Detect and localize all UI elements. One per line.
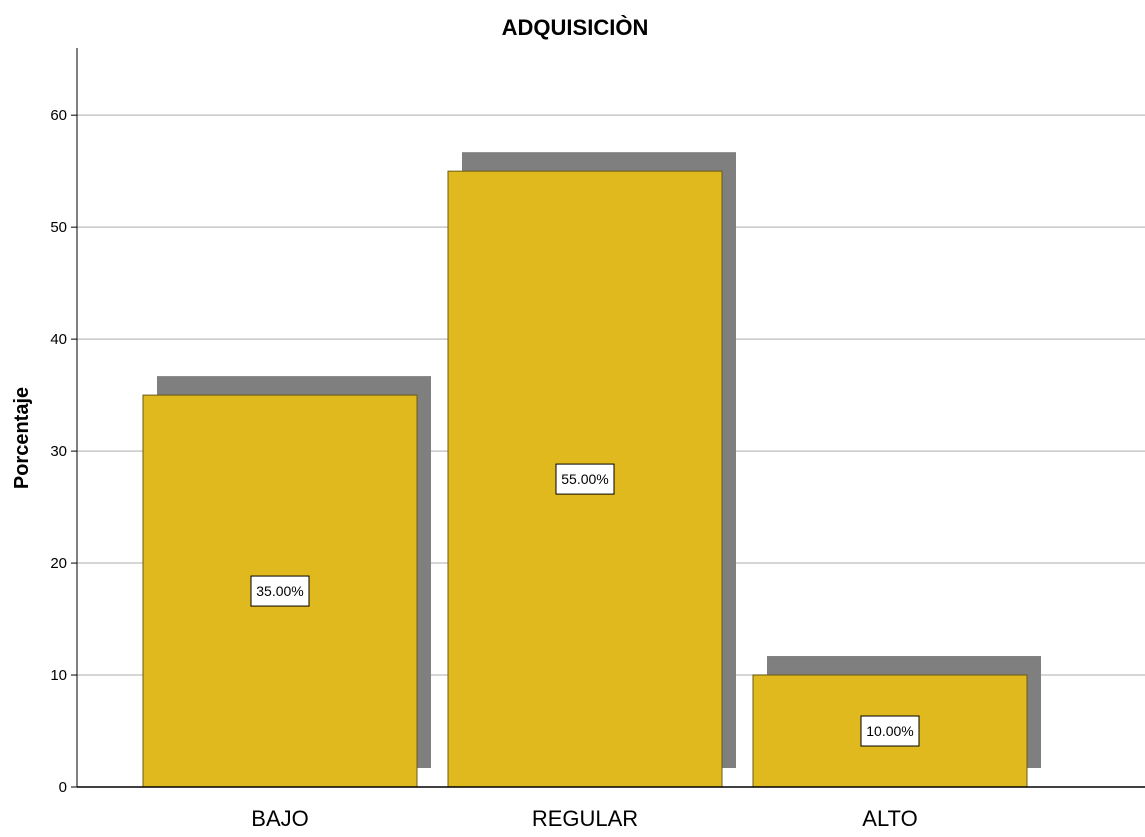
y-tick-label: 30 (50, 443, 67, 460)
y-tick-label: 60 (50, 107, 67, 124)
x-tick-label: REGULAR (532, 806, 638, 831)
chart-title: ADQUISICIÒN (502, 15, 649, 40)
data-label: 10.00% (866, 723, 913, 739)
y-axis-label: Porcentaje (11, 387, 33, 489)
data-labels: 35.00% 55.00% 10.00% (250, 463, 920, 747)
x-tick-label: BAJO (251, 806, 308, 831)
y-tick-label: 0 (59, 779, 67, 796)
data-label-box (250, 575, 310, 607)
y-tick-label: 20 (50, 555, 67, 572)
data-label: 35.00% (256, 583, 303, 599)
axes (71, 48, 1145, 788)
x-tick-label: ALTO (862, 806, 917, 831)
tick-labels: 0 10 20 30 40 50 60 BAJO REGULAR ALTO (50, 107, 917, 831)
y-tick-label: 40 (50, 331, 67, 348)
y-tick-label: 10 (50, 667, 67, 684)
data-label-box (860, 715, 920, 747)
y-tick-label: 50 (50, 219, 67, 236)
data-label-box (555, 463, 615, 495)
data-label: 55.00% (561, 471, 608, 487)
